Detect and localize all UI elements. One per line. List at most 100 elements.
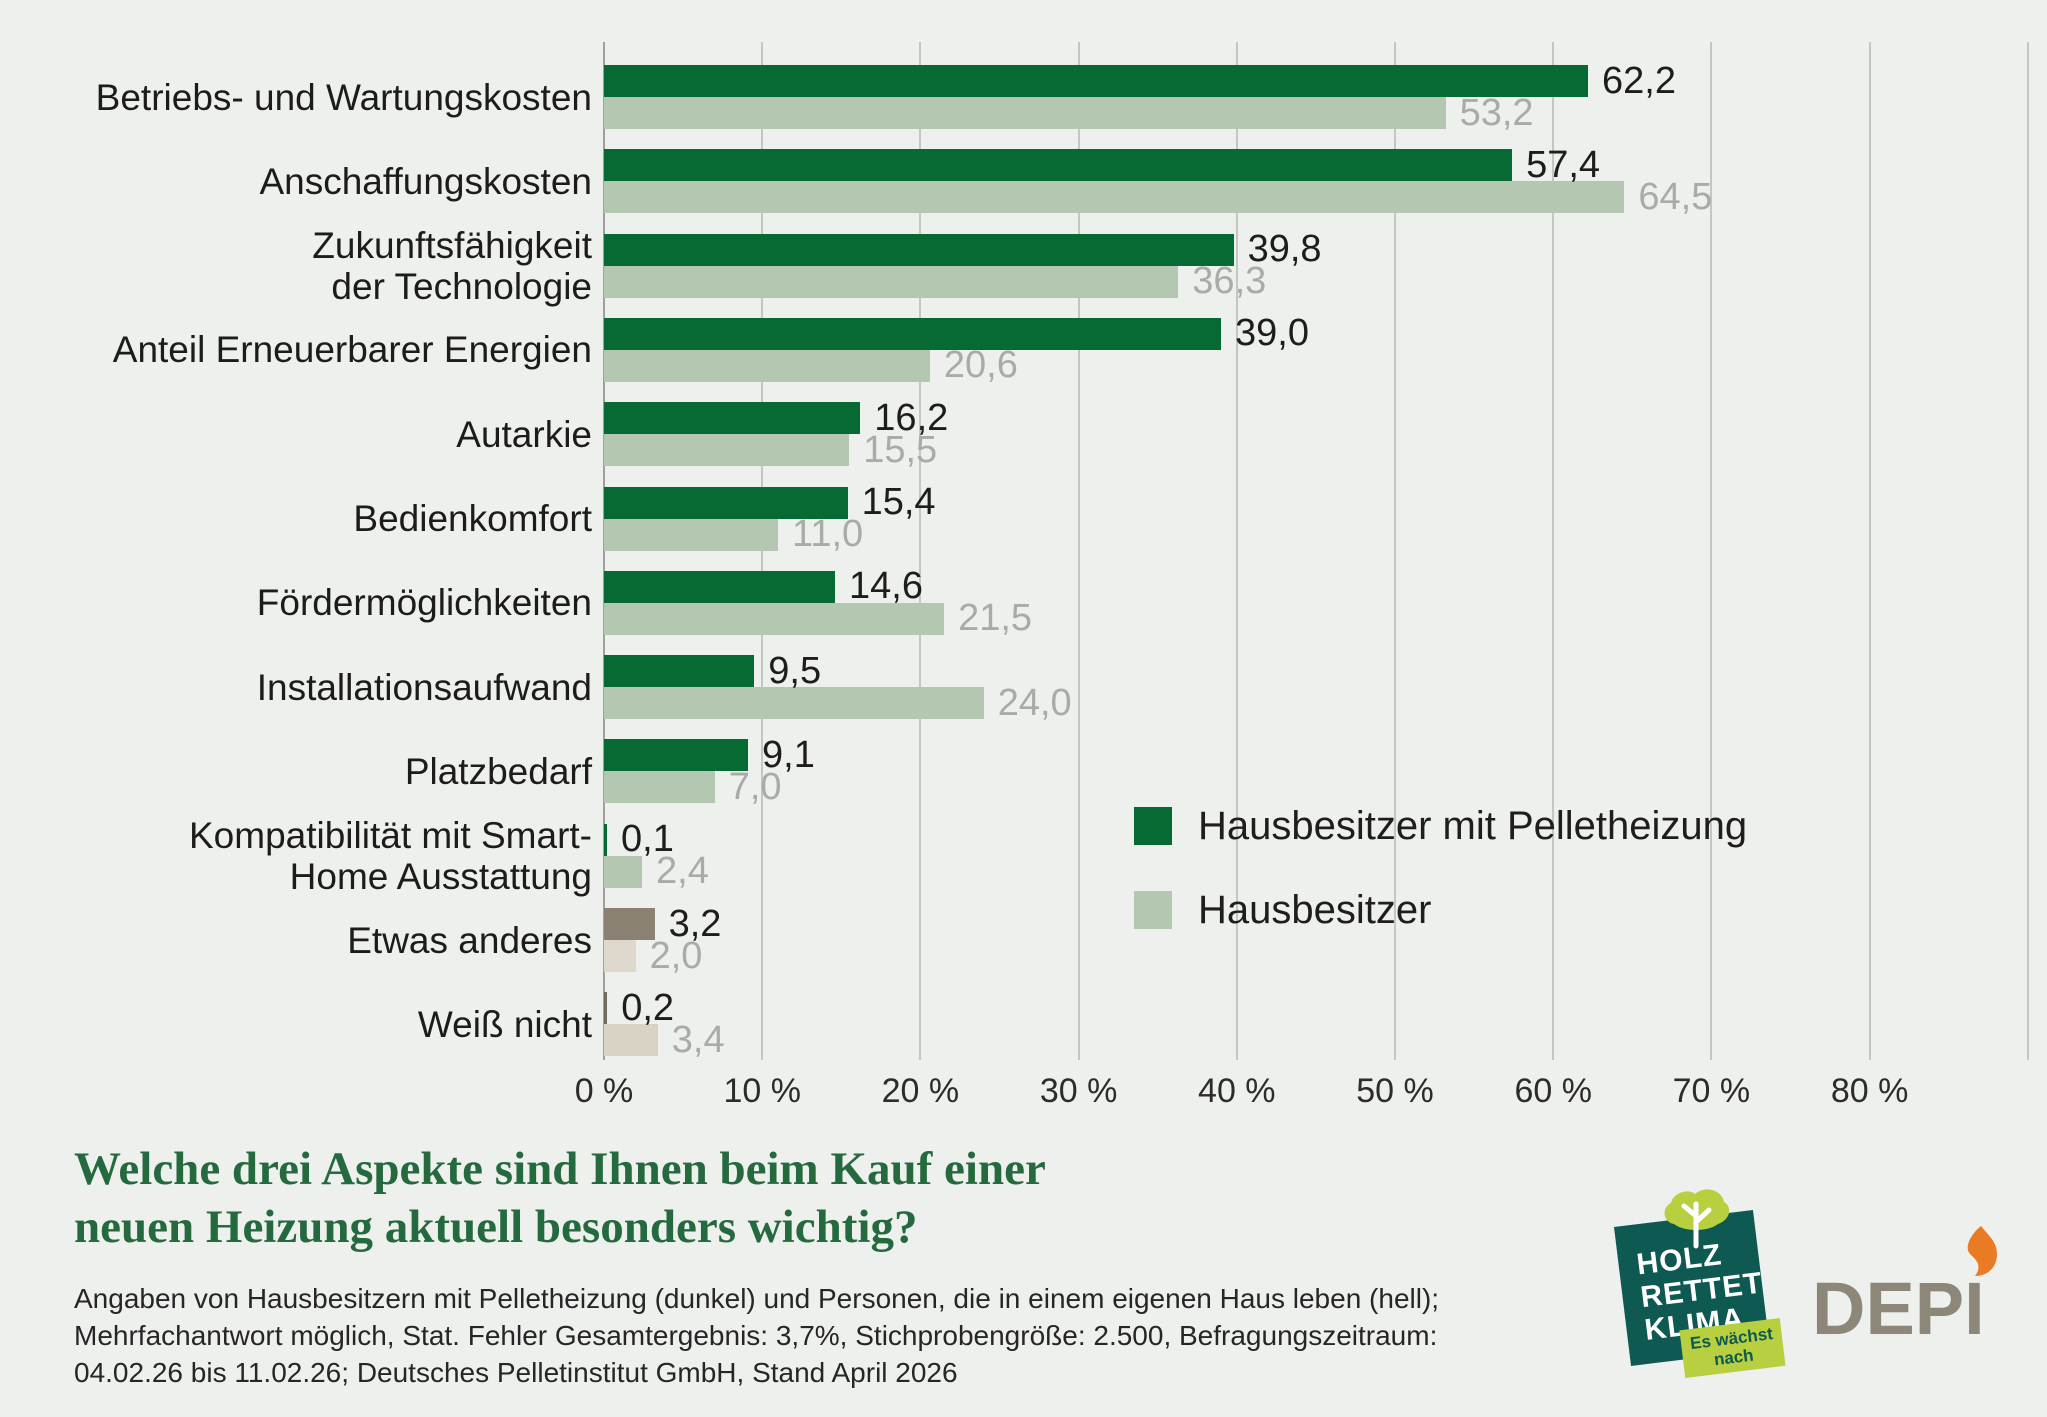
depi-wordmark: DEPI <box>1812 1267 1985 1350</box>
category-label: Fördermöglichkeiten <box>56 582 592 623</box>
bar-pelletheizung <box>604 149 1513 182</box>
legend-item-pelletheizung: Hausbesitzer mit Pelletheizung <box>1134 804 1747 848</box>
category-label: Autarkie <box>56 414 592 455</box>
gridline-30 <box>1077 42 1080 1060</box>
legend-swatch-light-green <box>1134 891 1172 929</box>
category-label-line: Kompatibilität mit Smart- <box>189 814 592 856</box>
value-label-pelletheizung: 14,6 <box>849 565 923 608</box>
x-axis-tick-label: 70 % <box>1672 1072 1751 1110</box>
value-label-pelletheizung: 39,8 <box>1247 228 1322 271</box>
category-label-line: Bedienkomfort <box>353 498 592 539</box>
bar-hausbesitzer <box>604 181 1625 214</box>
category-label: Betriebs- und Wartungskosten <box>56 77 592 118</box>
value-label-hausbesitzer: 20,6 <box>943 344 1018 387</box>
bar-pelletheizung <box>604 908 655 940</box>
x-axis-tick-label: 40 % <box>1198 1072 1276 1110</box>
bar-pelletheizung <box>604 992 608 1025</box>
depi-logo: DEPI <box>1812 1226 2022 1362</box>
value-label-pelletheizung: 9,1 <box>762 733 815 776</box>
gridline-10 <box>761 42 764 1060</box>
bar-pelletheizung <box>604 317 1221 350</box>
title-line: Welche drei Aspekte sind Ihnen beim Kauf… <box>74 1143 1046 1195</box>
bar-hausbesitzer <box>604 687 984 720</box>
value-label-hausbesitzer: 11,0 <box>792 513 864 555</box>
category-label-line: Zukunftsfähigkeit <box>312 224 592 266</box>
bar-hausbesitzer <box>604 518 778 551</box>
gridline-60 <box>1552 42 1555 1060</box>
x-axis-tick-label: 80 % <box>1830 1072 1909 1110</box>
flame-icon <box>1967 1226 1997 1276</box>
category-label: Anteil Erneuerbarer Energien <box>56 329 592 370</box>
gridline-40 <box>1235 42 1238 1060</box>
category-label-line: Anteil Erneuerbarer Energien <box>112 329 592 371</box>
gridline-90 <box>2026 42 2029 1060</box>
x-axis-tick-label: 30 % <box>1039 1072 1118 1110</box>
value-label-pelletheizung: 0,2 <box>621 986 675 1029</box>
bar-pelletheizung <box>604 402 861 435</box>
bar-hausbesitzer <box>604 771 715 804</box>
category-label-line: Autarkie <box>456 413 592 455</box>
x-axis-tick-label: 50 % <box>1356 1072 1434 1110</box>
value-label-pelletheizung: 3,2 <box>668 902 722 945</box>
x-axis-tick-label: 10 % <box>723 1072 801 1110</box>
value-label-hausbesitzer: 64,5 <box>1638 175 1713 218</box>
footnote-line: 04.02.26 bis 11.02.26; Deutsches Pelleti… <box>74 1357 958 1388</box>
category-label: Etwas anderes <box>56 920 592 961</box>
category-label-line: Weiß nicht <box>417 1003 592 1045</box>
category-label-line: Fördermöglichkeiten <box>256 582 592 624</box>
x-axis-tick-label: 60 % <box>1514 1072 1592 1110</box>
category-label: Anschaffungskosten <box>56 161 592 202</box>
value-label-hausbesitzer: 53,2 <box>1459 91 1534 134</box>
bar-pelletheizung <box>604 655 755 688</box>
holz-rettet-klima-logo: HOLZ RETTET KLIMA Es wächst nach <box>1612 1189 1797 1378</box>
gridline-80 <box>1868 42 1871 1060</box>
category-label-line: Home Ausstattung <box>289 855 592 897</box>
value-label-hausbesitzer: 2,0 <box>649 934 703 977</box>
category-label-line: Betriebs- und Wartungskosten <box>95 76 592 118</box>
bar-hausbesitzer <box>604 97 1446 129</box>
tree-icon <box>1664 1189 1730 1249</box>
bar-pelletheizung <box>604 570 835 603</box>
bar-pelletheizung <box>604 823 607 856</box>
bar-pelletheizung <box>604 486 848 519</box>
bar-pelletheizung <box>604 65 1588 97</box>
gridline-70 <box>1710 42 1713 1060</box>
value-label-hausbesitzer: 24,0 <box>997 681 1072 724</box>
axis-zero-line <box>603 42 605 1060</box>
category-label: Bedienkomfort <box>56 498 592 539</box>
source-footnote: Angaben von Hausbesitzern mit Pelletheiz… <box>74 1280 1439 1391</box>
x-axis-tick-label: 20 % <box>881 1072 960 1110</box>
category-label-line: Anschaffungskosten <box>259 160 592 202</box>
category-label: Kompatibilität mit Smart- Home Ausstattun… <box>56 815 592 897</box>
value-label-pelletheizung: 15,4 <box>861 481 936 523</box>
legend-label: Hausbesitzer mit Pelletheizung <box>1198 803 1748 848</box>
bar-hausbesitzer <box>604 602 945 635</box>
value-label-pelletheizung: 0,1 <box>621 818 674 861</box>
bar-hausbesitzer <box>604 940 636 972</box>
bar-hausbesitzer <box>604 434 850 467</box>
value-label-hausbesitzer: 7,0 <box>728 765 782 808</box>
category-label: Zukunftsfähigkeit der Technologie <box>56 225 592 307</box>
value-label-hausbesitzer: 3,4 <box>671 1018 725 1061</box>
category-label: Platzbedarf <box>56 751 592 792</box>
bar-hausbesitzer <box>604 349 930 382</box>
bar-hausbesitzer <box>604 265 1179 298</box>
legend-swatch-dark-green <box>1134 807 1172 845</box>
category-label: Installationsaufwand <box>56 667 592 708</box>
category-label-line: der Technologie <box>331 265 592 307</box>
chart-question-title: Welche drei Aspekte sind Ihnen beim Kauf… <box>74 1140 1046 1256</box>
legend-item-hausbesitzer: Hausbesitzer <box>1134 888 1431 932</box>
value-label-hausbesitzer: 15,5 <box>863 428 938 471</box>
gridline-20 <box>919 42 922 1060</box>
legend-label: Hausbesitzer <box>1198 887 1432 932</box>
value-label-hausbesitzer: 2,4 <box>656 850 709 893</box>
bar-hausbesitzer <box>604 855 642 888</box>
footnote-line: Mehrfachantwort möglich, Stat. Fehler Ge… <box>74 1320 1438 1351</box>
value-label-hausbesitzer: 36,3 <box>1192 260 1267 303</box>
x-axis-tick-label: 0 % <box>574 1072 634 1110</box>
category-label-line: Platzbedarf <box>404 750 592 792</box>
value-label-pelletheizung: 39,0 <box>1235 312 1309 355</box>
gridline-50 <box>1394 42 1396 1060</box>
footnote-line: Angaben von Hausbesitzern mit Pelletheiz… <box>74 1283 1440 1314</box>
